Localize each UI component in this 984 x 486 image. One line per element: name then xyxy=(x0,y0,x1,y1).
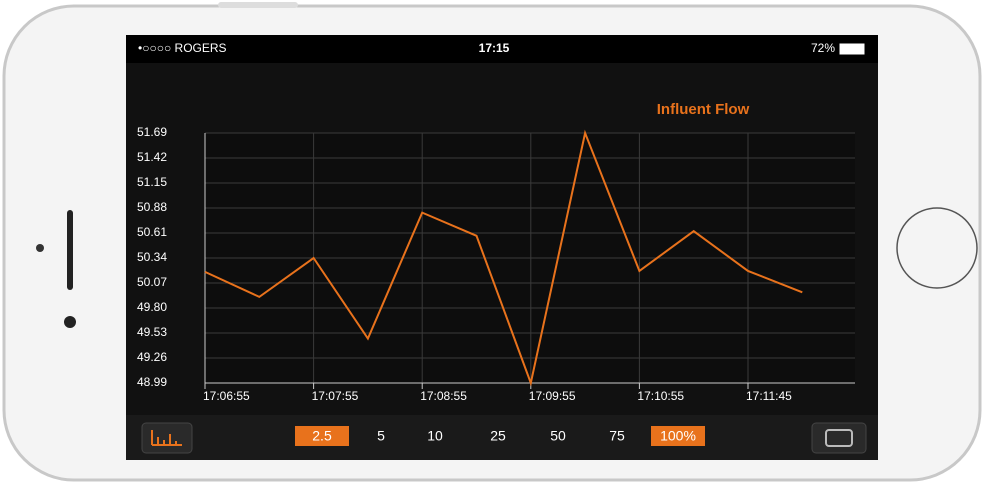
zoom-option[interactable]: 2.5 xyxy=(312,428,332,444)
sensor xyxy=(64,316,76,328)
power-button xyxy=(218,2,298,8)
x-tick-label: 17:11:45 xyxy=(746,389,792,403)
x-tick-label: 17:08:55 xyxy=(420,389,467,403)
y-tick-label: 50.61 xyxy=(137,225,167,239)
toolbar xyxy=(126,415,878,460)
y-tick-label: 50.88 xyxy=(137,200,167,214)
data-line xyxy=(204,129,803,387)
x-tick-label: 17:10:55 xyxy=(637,389,684,403)
y-tick-label: 50.34 xyxy=(137,250,167,264)
battery-percent: 72% xyxy=(811,41,835,55)
y-tick-label: 51.69 xyxy=(137,125,167,139)
zoom-highlight xyxy=(295,426,349,446)
camera xyxy=(36,244,44,252)
rotate-icon xyxy=(825,429,853,447)
y-tick-label: 48.99 xyxy=(137,375,167,389)
battery-icon xyxy=(839,43,865,55)
x-tick-label: 17:06:55 xyxy=(203,389,250,403)
y-tick-label: 51.42 xyxy=(137,150,167,164)
zoom-highlight xyxy=(651,426,705,446)
zoom-option[interactable]: 75 xyxy=(609,428,625,444)
chart-icon xyxy=(151,430,182,446)
y-tick-label: 49.26 xyxy=(137,350,167,364)
clock: 17:15 xyxy=(479,41,510,55)
rotate-button[interactable] xyxy=(811,422,867,454)
zoom-option[interactable]: 25 xyxy=(490,428,506,444)
zoom-option[interactable]: 50 xyxy=(550,428,566,444)
speaker xyxy=(67,210,73,290)
chart-title: Influent Flow xyxy=(657,101,750,118)
home-button[interactable] xyxy=(896,207,978,289)
status-bar xyxy=(126,35,878,63)
zoom-option[interactable]: 10 xyxy=(427,428,443,444)
chart-type-button[interactable] xyxy=(141,422,193,454)
y-tick-label: 50.07 xyxy=(137,275,167,289)
x-tick-label: 17:09:55 xyxy=(529,389,576,403)
y-tick-label: 51.15 xyxy=(137,175,167,189)
zoom-option[interactable]: 5 xyxy=(377,428,385,444)
carrier: •○○○○ ROGERS xyxy=(138,41,227,55)
zoom-option[interactable]: 100% xyxy=(660,428,696,444)
y-tick-label: 49.53 xyxy=(137,325,167,339)
x-tick-label: 17:07:55 xyxy=(312,389,359,403)
y-tick-label: 49.80 xyxy=(137,300,167,314)
